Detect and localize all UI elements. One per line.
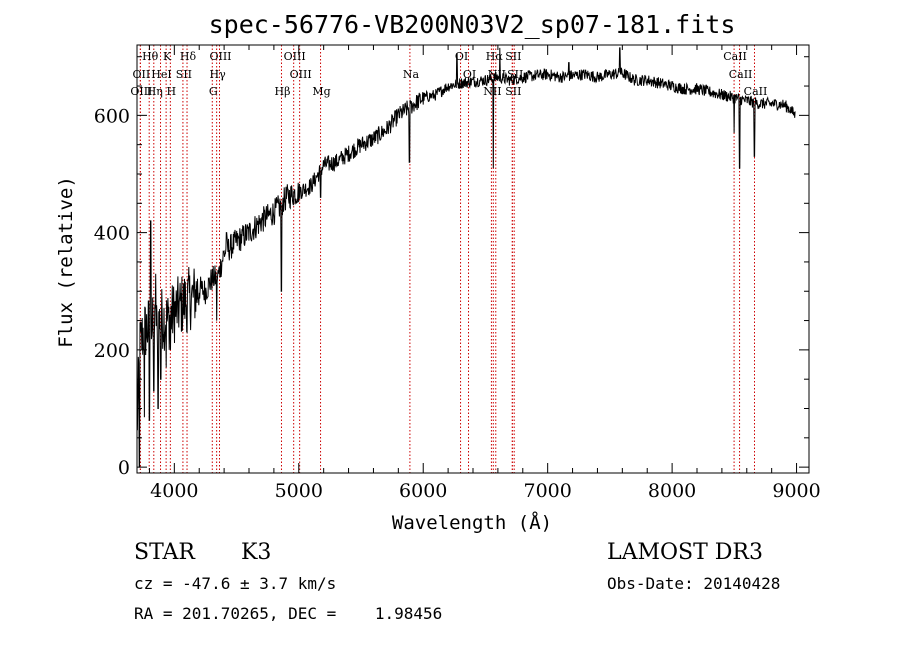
x-tick-label-9000: 9000 (772, 480, 820, 502)
line-label-20: Hη (147, 85, 163, 98)
x-tick-label-6000: 6000 (399, 480, 447, 502)
line-label-9: OII (133, 68, 151, 81)
line-label-10: HeI (151, 68, 171, 81)
y-axis-ticks: 0 200 400 600 (94, 56, 809, 479)
line-label-3: OIII (209, 50, 231, 63)
object-subclass: K3 (241, 540, 271, 565)
line-label-0: Hθ (142, 50, 159, 63)
x-tick-label-5000: 5000 (275, 480, 323, 502)
line-label-12: Hγ (210, 68, 227, 81)
x-tick-label-4000: 4000 (150, 480, 198, 502)
line-label-8: CaII (723, 50, 747, 63)
line-label-14: Na (403, 68, 420, 81)
x-tick-label-7000: 7000 (523, 480, 571, 502)
survey-name: LAMOST DR3 (607, 540, 763, 565)
spectral-line-markers (139, 45, 755, 473)
coordinates: RA = 201.70265, DEC = 1.98456 (134, 604, 442, 623)
line-label-23: Hβ (275, 85, 291, 98)
redshift-velocity: cz = -47.6 ± 3.7 km/s (134, 574, 336, 593)
y-tick-label-0: 0 (118, 457, 130, 479)
line-label-19: OIII (130, 85, 152, 98)
x-axis-title: Wavelength (Å) (392, 511, 552, 534)
line-label-6: Hα (486, 50, 504, 63)
line-label-4: OIII (284, 50, 306, 63)
x-axis-ticks: 4000 5000 6000 7000 8000 9000 (148, 45, 821, 502)
line-label-24: Mg (312, 85, 330, 98)
y-tick-label-200: 200 (94, 340, 130, 362)
line-label-13: OIII (290, 68, 312, 81)
line-label-15: OI (463, 68, 476, 81)
line-label-2: Hδ (180, 50, 197, 63)
observation-date: Obs-Date: 20140428 (607, 574, 780, 593)
line-label-18: CaII (729, 68, 753, 81)
line-label-1: K (163, 50, 172, 63)
plot-frame (136, 44, 810, 474)
chart-title: spec-56776-VB200N03V2_sp07-181.fits (209, 10, 736, 39)
line-label-11: SII (176, 68, 192, 81)
line-label-22: G (209, 85, 218, 98)
y-axis-title: Flux (relative) (55, 176, 77, 348)
line-label-26: SII (505, 85, 521, 98)
y-tick-label-400: 400 (94, 223, 130, 245)
line-label-27: CaII (744, 85, 768, 98)
line-label-21: H (167, 85, 177, 98)
y-tick-label-600: 600 (94, 105, 130, 127)
line-label-5: OI (455, 50, 468, 63)
line-label-7: SII (505, 50, 521, 63)
x-tick-label-8000: 8000 (648, 480, 696, 502)
spectrum-line (136, 47, 796, 468)
object-class: STAR (134, 540, 196, 565)
